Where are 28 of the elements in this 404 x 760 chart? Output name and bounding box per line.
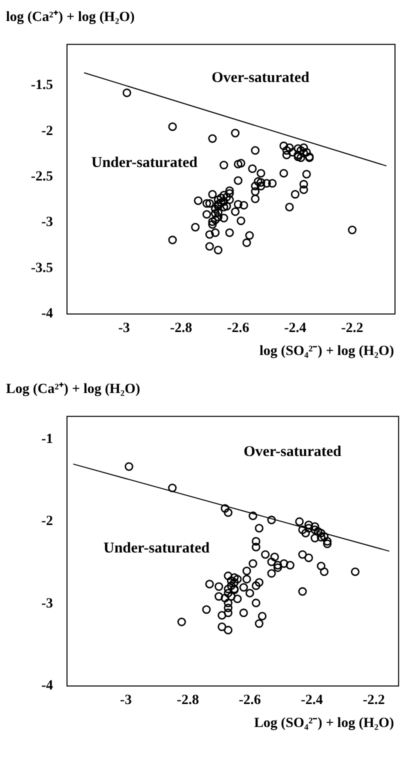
y-tick-label: -2 (41, 514, 53, 530)
x-axis-title: Log (SO₄²⁻) + log (H₂O) (253, 715, 395, 731)
x-tick-label: -2.4 (284, 321, 306, 336)
y-tick-label: -1.5 (30, 78, 53, 94)
x-tick-label: -2.8 (176, 693, 199, 708)
annotation: Over-saturated (244, 444, 342, 460)
x-tick-label: -3 (120, 693, 132, 708)
y-tick-label: -4 (41, 306, 53, 322)
x-tick-label: -2.2 (362, 693, 385, 708)
annotation: Over-saturated (212, 70, 310, 86)
y-tick-label: -3 (41, 215, 53, 230)
y-tick-label: -2.5 (30, 170, 53, 185)
annotation: Under-saturated (91, 154, 198, 171)
y-axis-title: log (Ca²⁺) + log (H₂O) (5, 9, 136, 25)
x-tick-label: -2.6 (238, 693, 261, 708)
x-tick-label: -2.4 (300, 693, 323, 708)
annotation: Under-saturated (103, 540, 210, 556)
x-tick-label: -2.6 (227, 321, 250, 336)
y-tick-label: -1 (41, 432, 53, 448)
x-axis-title: log (SO₄²⁻) + log (H₂O) (258, 343, 395, 359)
x-tick-label: -2.2 (341, 321, 364, 336)
y-tick-label: -4 (41, 678, 53, 694)
x-tick-label: -3 (118, 321, 130, 336)
y-axis-title: Log (Ca²⁺) + log (H₂O) (5, 381, 142, 397)
x-tick-label: -2.8 (170, 321, 192, 336)
y-tick-label: -2 (41, 124, 53, 139)
y-tick-label: -3 (41, 596, 53, 612)
y-tick-label: -3.5 (30, 260, 53, 276)
